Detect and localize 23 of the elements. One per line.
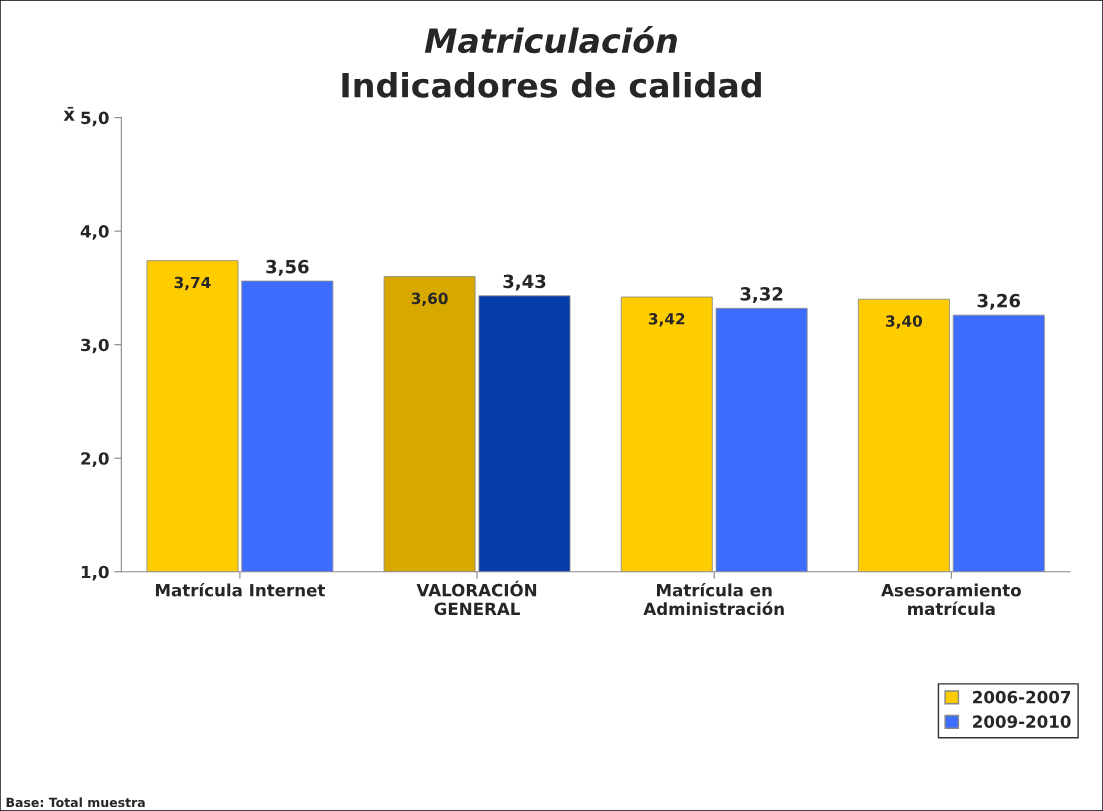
chart-subtitle: Indicadores de calidad [342,71,761,98]
data-label: 3,60 [411,292,448,307]
y-tick-label: 2,0 [81,452,109,467]
chart-title: Matriculación [424,26,677,54]
x-tick-label: Matrícula en Administración [643,582,784,616]
y-axis-title: x̄ [63,106,75,121]
legend-label: 2009-2010 [973,715,1071,728]
data-label: 3,56 [266,259,309,276]
y-tick-label: 5,0 [81,111,109,127]
data-label: 3,40 [886,315,923,329]
y-tick-label: 4,0 [80,225,109,240]
y-tick-label: 1,0 [81,565,109,581]
text: Base: Total muestra [6,797,145,808]
data-label: 3,32 [740,287,783,303]
data-label: 3,26 [977,293,1021,310]
legend-label: 2006-2007 [973,690,1071,704]
x-tick-label: Matrícula Internet [155,582,325,597]
x-tick-label: Asesoramiento matrícula [881,583,1021,616]
data-label: 3,43 [503,274,546,291]
data-label: 3,42 [648,313,685,327]
data-label: 3,74 [174,276,211,291]
x-tick-label: VALORACIÓN GENERAL [416,580,537,616]
y-tick-label: 3,0 [81,338,109,354]
